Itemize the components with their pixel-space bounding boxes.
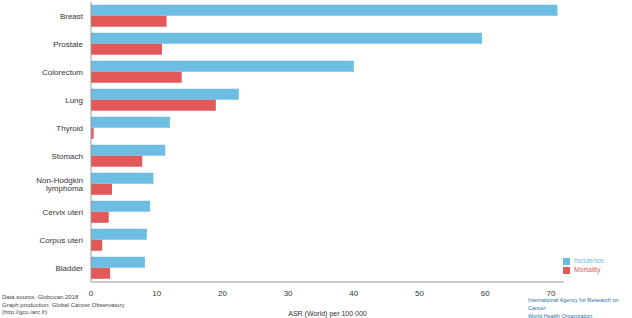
svg-text:Colorectum: Colorectum — [42, 68, 83, 77]
svg-text:Thyroid: Thyroid — [56, 124, 83, 133]
html-text:Mortality: Mortality — [574, 266, 601, 273]
html-text:International Agency for Resea: International Agency for Research on Can… — [528, 297, 619, 311]
svg-text:Stomach: Stomach — [51, 152, 83, 161]
svg-text:30: 30 — [284, 289, 293, 298]
svg-text:Breast: Breast — [60, 12, 84, 21]
svg-text:50: 50 — [415, 289, 424, 298]
html-text:Incidence: Incidence — [574, 257, 604, 264]
svg-text:Bladder: Bladder — [55, 264, 83, 273]
svg-text:20: 20 — [218, 289, 227, 298]
html-text:Graph production: Global Cance: Graph production: Global Cancer Observat… — [2, 301, 125, 308]
html-text:(http://gco.iarc.fr): (http://gco.iarc.fr) — [2, 309, 48, 315]
svg-text:10: 10 — [152, 289, 161, 298]
svg-text:0: 0 — [89, 289, 94, 298]
html-text:Data source: Globocan 2018: Data source: Globocan 2018 — [2, 294, 79, 300]
svg-text:60: 60 — [481, 289, 490, 298]
svg-text:70: 70 — [546, 289, 555, 298]
svg-text:Cervix uteri: Cervix uteri — [43, 208, 84, 217]
svg-text:Lung: Lung — [65, 96, 83, 105]
svg-text:Prostate: Prostate — [53, 40, 83, 49]
svg-text:Non-Hodgkinlymphoma: Non-Hodgkinlymphoma — [36, 176, 83, 193]
html-text:World Health Organization: World Health Organization — [528, 313, 593, 318]
svg-text:ASR (World) per 100 000: ASR (World) per 100 000 — [288, 310, 367, 318]
svg-text:Corpus uteri: Corpus uteri — [39, 236, 83, 245]
svg-text:40: 40 — [349, 289, 358, 298]
